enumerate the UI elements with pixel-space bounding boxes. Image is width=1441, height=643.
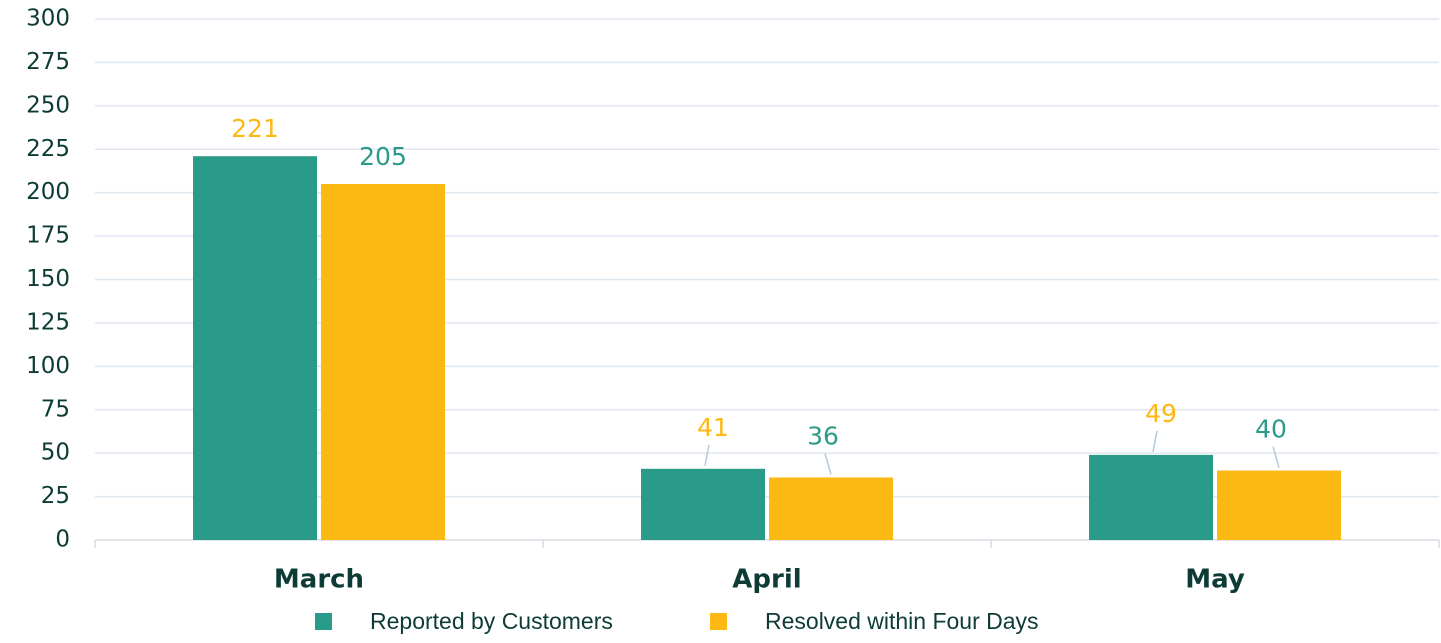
bar	[193, 156, 317, 541]
legend-swatch	[315, 613, 332, 630]
leader-line	[1152, 430, 1158, 453]
x-tick-label: May	[1185, 565, 1245, 595]
y-tick-label: 125	[26, 309, 70, 335]
y-tick-label: 50	[41, 440, 70, 466]
x-tick-label: March	[274, 565, 364, 595]
leader-line	[1272, 446, 1280, 468]
bar	[1089, 454, 1213, 540]
y-tick-label: 225	[26, 136, 70, 162]
bar	[641, 468, 765, 540]
y-tick-label: 100	[26, 353, 70, 379]
leader-line	[824, 453, 832, 475]
data-label: 221	[231, 114, 279, 143]
legend-label: Reported by Customers	[370, 608, 613, 634]
data-label: 41	[697, 413, 729, 442]
y-tick-label: 250	[26, 92, 70, 118]
y-tick-label: 175	[26, 223, 70, 249]
bar	[769, 477, 893, 540]
legend-label: Resolved within Four Days	[765, 608, 1039, 634]
legend-swatch	[710, 613, 727, 630]
bar	[1217, 470, 1341, 540]
data-label: 205	[359, 142, 407, 171]
leader-line	[704, 444, 710, 466]
x-tick-label: April	[732, 565, 801, 595]
y-tick-label: 0	[55, 527, 70, 553]
y-tick-label: 300	[26, 6, 70, 32]
data-label: 40	[1255, 415, 1287, 444]
y-tick-label: 200	[26, 179, 70, 205]
y-tick-label: 275	[26, 49, 70, 75]
bar	[321, 183, 445, 540]
data-label: 49	[1145, 399, 1177, 428]
y-tick-label: 150	[26, 266, 70, 292]
y-tick-label: 75	[41, 396, 70, 422]
data-label: 36	[807, 421, 839, 450]
y-tick-label: 25	[41, 483, 70, 509]
